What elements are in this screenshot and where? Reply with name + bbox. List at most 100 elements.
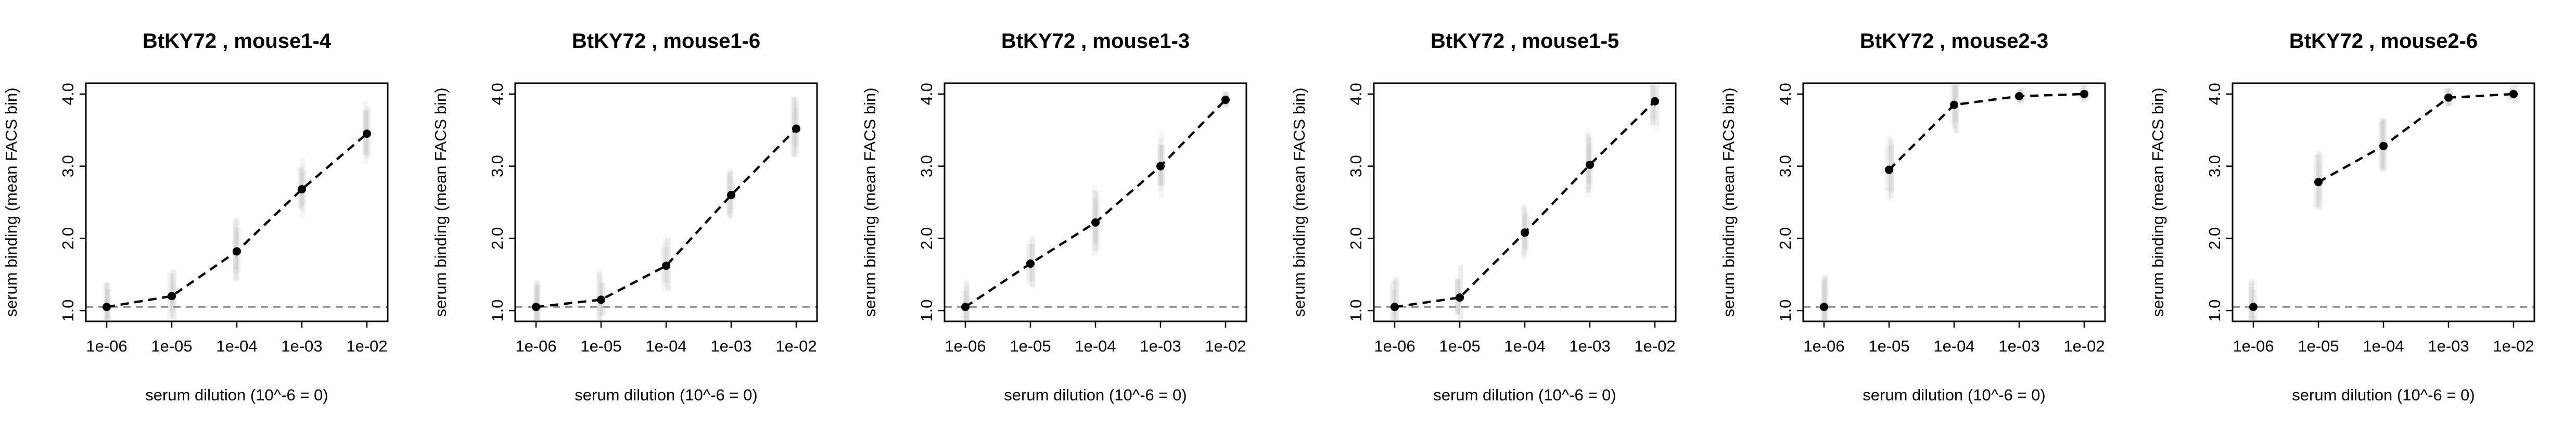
x-tick-label: 1e-03 <box>2428 337 2469 355</box>
x-axis-label: serum dilution (10^-6 = 0) <box>145 386 328 404</box>
y-axis-label: serum binding (mean FACS bin) <box>431 87 450 317</box>
y-tick-label: 2.0 <box>2205 227 2224 250</box>
y-tick-label: 4.0 <box>1776 83 1794 105</box>
x-axis-label: serum dilution (10^-6 = 0) <box>1004 386 1187 404</box>
distribution-streak <box>1458 264 1463 320</box>
distribution-streak <box>533 279 539 320</box>
x-axis-label: serum dilution (10^-6 = 0) <box>1433 386 1616 404</box>
distribution-streak <box>2248 280 2254 320</box>
series-line <box>1888 93 2085 171</box>
distribution-streak <box>963 278 969 320</box>
distribution-streak <box>1822 277 1828 320</box>
chart-panel-5: BtKY72 , mouse2-3 1.0 2.0 3.0 4.0 1e-06 1e-05 1… <box>1719 30 2106 404</box>
distribution-streak <box>1654 84 1660 132</box>
x-tick-label: 1e-03 <box>1569 337 1610 355</box>
x-tick-label: 1e-03 <box>1998 337 2039 355</box>
x-tick-label: 1e-02 <box>1634 337 1675 355</box>
distribution-streak <box>105 281 110 320</box>
distribution-streak <box>1820 281 1826 320</box>
chart-panel-3: BtKY72 , mouse1-3 1.0 2.0 3.0 4.0 1e-06 1e-05 1… <box>861 30 1247 404</box>
distribution-streak <box>1821 275 1827 320</box>
distribution-streak <box>1458 265 1464 320</box>
x-tick-label: 1e-05 <box>1439 337 1480 355</box>
x-tick-label: 1e-06 <box>515 337 556 355</box>
data-point <box>792 124 800 133</box>
distribution-streak <box>964 281 970 320</box>
data-point <box>1026 259 1035 268</box>
data-point <box>1586 160 1594 169</box>
x-tick-label: 1e-03 <box>1140 337 1181 355</box>
x-tick-label: 1e-06 <box>2233 337 2274 355</box>
distribution-streak <box>105 282 111 320</box>
x-tick-label: 1e-02 <box>775 337 817 355</box>
data-point <box>1156 162 1165 171</box>
distribution-streak <box>533 285 539 320</box>
distribution-streak <box>1394 277 1400 320</box>
distribution-streak <box>534 282 540 320</box>
x-tick-label: 1e-05 <box>1868 337 1909 355</box>
y-axis-label: serum binding (mean FACS bin) <box>1290 87 1308 317</box>
y-tick-label: 3.0 <box>488 155 506 177</box>
x-tick-label: 1e-05 <box>1010 337 1051 355</box>
y-tick-label: 1.0 <box>2205 300 2224 322</box>
data-point <box>662 262 670 270</box>
distribution-streak <box>2249 283 2254 320</box>
y-tick-label: 4.0 <box>1347 83 1365 105</box>
distribution-streak <box>2249 278 2255 320</box>
plot-frame <box>1373 82 1677 322</box>
y-tick-label: 1.0 <box>917 300 936 322</box>
chart-panel-1: BtKY72 , mouse1-4 1.0 2.0 3.0 4.0 1e-06 1e-05 1… <box>2 30 389 404</box>
series-line <box>535 127 797 308</box>
data-point <box>233 247 241 256</box>
data-point <box>2249 303 2258 311</box>
y-tick-label: 1.0 <box>1776 300 1794 322</box>
chart-title: BtKY72 , mouse2-6 <box>2289 30 2478 53</box>
y-tick-label: 2.0 <box>1347 227 1365 250</box>
data-point <box>597 295 605 304</box>
x-tick-label: 1e-02 <box>1205 337 1246 355</box>
y-tick-label: 4.0 <box>917 83 936 105</box>
distribution-streak <box>1389 280 1395 320</box>
y-tick-label: 3.0 <box>917 155 936 177</box>
y-tick-label: 2.0 <box>1776 227 1794 250</box>
x-tick-label: 1e-05 <box>151 337 192 355</box>
chart-panel-2: BtKY72 , mouse1-6 1.0 2.0 3.0 4.0 1e-06 1e-05 1… <box>431 30 818 404</box>
chart-panel-4: BtKY72 , mouse1-5 1.0 2.0 3.0 4.0 1e-06 1e-05 1… <box>1290 30 1677 404</box>
x-tick-label: 1e-03 <box>710 337 751 355</box>
data-point <box>727 191 735 200</box>
distribution-streak <box>1393 277 1398 320</box>
distribution-streak <box>535 284 541 320</box>
y-axis-label: serum binding (mean FACS bin) <box>2 87 20 317</box>
distribution-streak <box>1391 281 1396 320</box>
x-tick-label: 1e-03 <box>281 337 322 355</box>
distribution-streak <box>1393 279 1399 320</box>
y-tick-label: 4.0 <box>488 83 506 105</box>
data-point <box>2509 89 2518 98</box>
x-axis-label: serum dilution (10^-6 = 0) <box>1863 386 2045 404</box>
x-tick-label: 1e-02 <box>2493 337 2534 355</box>
data-point <box>2444 93 2453 102</box>
x-axis-label: serum dilution (10^-6 = 0) <box>2292 386 2475 404</box>
series-line <box>2317 93 2514 184</box>
data-point <box>103 303 111 311</box>
x-tick-label: 1e-04 <box>1933 337 1974 355</box>
data-point <box>2314 178 2323 187</box>
chart-title: BtKY72 , mouse1-4 <box>143 30 331 53</box>
distribution-streak <box>2251 281 2256 320</box>
x-tick-label: 1e-04 <box>216 337 257 355</box>
y-tick-label: 3.0 <box>1347 155 1365 177</box>
x-tick-label: 1e-06 <box>1374 337 1415 355</box>
y-axis-label: serum binding (mean FACS bin) <box>1719 87 1738 317</box>
data-point <box>2080 89 2088 98</box>
distribution-streak <box>1653 84 1659 126</box>
data-point <box>2379 141 2388 150</box>
data-point <box>1950 100 1958 109</box>
data-point <box>298 185 306 194</box>
chart-title: BtKY72 , mouse2-3 <box>1860 30 2048 53</box>
data-point <box>1521 228 1529 237</box>
y-axis-label: serum binding (mean FACS bin) <box>2149 87 2167 317</box>
y-tick-label: 3.0 <box>1776 155 1794 177</box>
x-tick-label: 1e-02 <box>346 337 387 355</box>
x-tick-label: 1e-06 <box>945 337 986 355</box>
